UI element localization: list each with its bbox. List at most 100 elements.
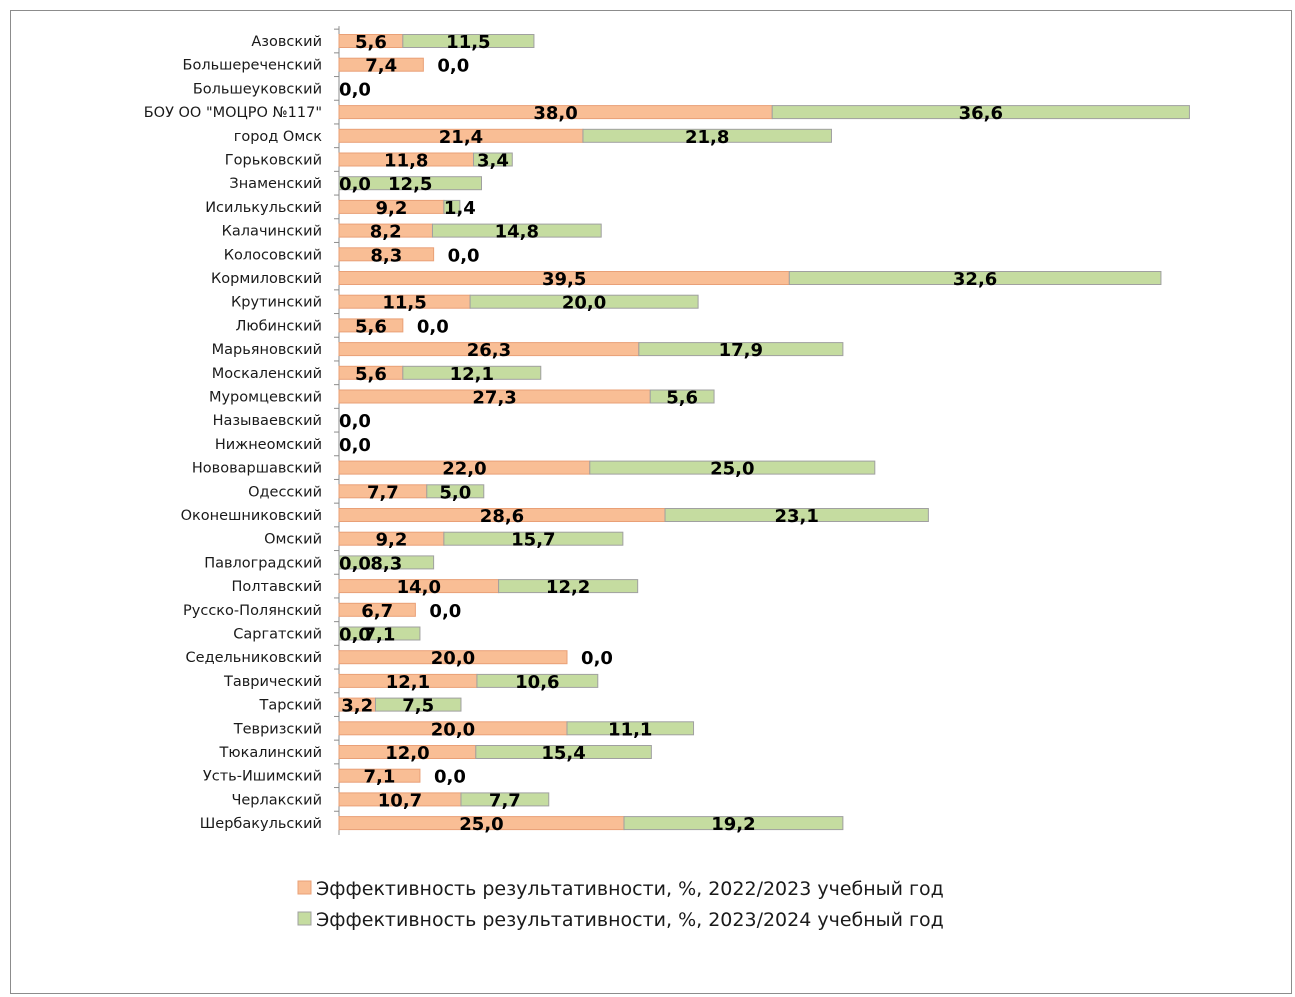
data-label-series-1: 14,0 [397, 577, 441, 598]
bar-series-1 [338, 650, 568, 665]
data-label-series-2: 5,0 [439, 482, 471, 503]
bar-series-2 [771, 105, 1190, 120]
data-label-series-2: 17,9 [719, 340, 763, 361]
category-label: Русско-Полянский [183, 603, 322, 619]
data-label-series-2: 11,5 [446, 32, 490, 53]
category-label: Шербакульский [200, 816, 322, 832]
data-label-series-1: 39,5 [542, 269, 586, 290]
bars-layer [334, 26, 1190, 835]
bar-series-2 [476, 673, 599, 688]
data-label-series-1: 20,0 [431, 648, 475, 669]
bar-series-2 [426, 484, 485, 499]
bar-series-2 [649, 389, 715, 404]
data-label-series-1: 9,2 [375, 530, 407, 551]
category-label: Полтавский [232, 579, 323, 595]
data-label-series-1: 22,0 [442, 459, 486, 480]
bar-series-2 [473, 152, 513, 167]
data-label-series-2: 0,0 [434, 767, 466, 788]
data-label-series-2: 0,0 [581, 648, 613, 669]
data-label-series-2: 19,2 [711, 814, 755, 835]
data-label-series-2: 7,5 [402, 696, 434, 717]
data-label-series-2: 12,2 [546, 577, 590, 598]
bar-series-2 [443, 199, 461, 214]
category-label: Знаменский [229, 176, 322, 192]
category-label: Черлакский [231, 792, 322, 808]
data-label-series-1: 0,0 [339, 625, 371, 646]
legend-label-series-2: Эффективность результативности, %, 2023/… [316, 909, 944, 931]
data-label-series-1: 7,1 [364, 767, 396, 788]
bar-series-2 [402, 34, 535, 48]
category-label: Павлоградский [204, 555, 322, 571]
data-label-series-2: 0,0 [429, 601, 461, 622]
data-label-series-1: 6,7 [361, 601, 393, 622]
data-label-series-2: 3,4 [477, 151, 509, 172]
data-label-series-1: 5,6 [355, 316, 387, 337]
data-label-series-2: 15,4 [541, 743, 585, 764]
category-label: Любинский [235, 318, 322, 334]
data-label-series-1: 7,7 [367, 482, 399, 503]
data-label-series-2: 32,6 [953, 269, 997, 290]
bar-series-2 [566, 721, 695, 736]
bar-series-1 [338, 57, 424, 72]
category-label: Горьковский [225, 153, 322, 169]
bar-series-1 [338, 247, 435, 262]
category-label: Большереченский [183, 58, 323, 74]
data-label-series-1: 10,7 [378, 790, 422, 811]
category-label: Муромцевский [209, 390, 322, 406]
data-label-series-2: 11,1 [608, 719, 652, 740]
bar-series-2 [589, 460, 876, 475]
data-label-series-1: 21,4 [439, 127, 483, 148]
bar-series-2 [788, 271, 1162, 285]
data-label-series-2: 0,0 [437, 56, 469, 77]
data-label-series-1: 0,0 [339, 411, 371, 432]
bar-series-2 [338, 176, 482, 191]
category-label: Колосовский [224, 247, 322, 263]
category-label: Таврический [223, 674, 322, 690]
data-label-series-1: 0,0 [339, 79, 371, 100]
data-label-series-1: 5,6 [355, 32, 387, 53]
bar-series-1 [338, 318, 404, 333]
category-label: Омский [264, 532, 322, 548]
category-label: Нововаршавский [192, 461, 322, 477]
data-label-series-2: 0,0 [448, 245, 480, 266]
data-label-series-1: 12,1 [386, 672, 430, 693]
data-label-series-1: 38,0 [533, 103, 577, 124]
category-label: Седельниковский [186, 650, 322, 666]
data-label-series-2: 14,8 [495, 222, 539, 243]
data-label-series-2: 12,1 [450, 364, 494, 385]
bar-series-2 [374, 697, 462, 712]
category-label: Исилькульский [205, 200, 322, 216]
category-label: БОУ ОО "МОЦРО №117" [144, 105, 322, 121]
legend-swatch-series-2 [297, 911, 312, 926]
data-label-series-2: 1,4 [444, 198, 476, 219]
data-label-series-2: 12,5 [388, 174, 432, 195]
bar-series-2 [475, 745, 652, 759]
category-label: Тарский [258, 698, 322, 714]
category-label: Калачинский [222, 224, 322, 240]
bar-series-1 [338, 768, 421, 783]
bar-series-2 [338, 555, 435, 570]
data-label-series-1: 0,0 [339, 435, 371, 456]
data-label-series-1: 5,6 [355, 364, 387, 385]
bar-series-1 [338, 602, 416, 617]
data-label-series-1: 8,2 [370, 222, 402, 243]
data-label-series-2: 36,6 [959, 103, 1003, 124]
data-label-series-2: 10,6 [515, 672, 559, 693]
category-label: Большеуковский [193, 81, 322, 97]
data-label-series-2: 25,0 [710, 459, 754, 480]
bar-series-2 [664, 508, 929, 522]
category-label: Называевский [213, 413, 322, 429]
data-label-series-1: 26,3 [467, 340, 511, 361]
category-label: Усть-Ишимский [203, 769, 322, 785]
data-label-series-1: 0,0 [339, 553, 371, 574]
bar-series-2 [469, 294, 699, 309]
category-label: Кормиловский [211, 271, 322, 287]
data-label-series-1: 12,0 [385, 743, 429, 764]
legend-label-series-1: Эффективность результативности, %, 2022/… [316, 878, 944, 900]
bar-series-2 [582, 128, 832, 143]
data-label-series-1: 25,0 [459, 814, 503, 835]
data-label-series-1: 7,4 [365, 56, 397, 77]
bar-series-2 [498, 579, 639, 594]
